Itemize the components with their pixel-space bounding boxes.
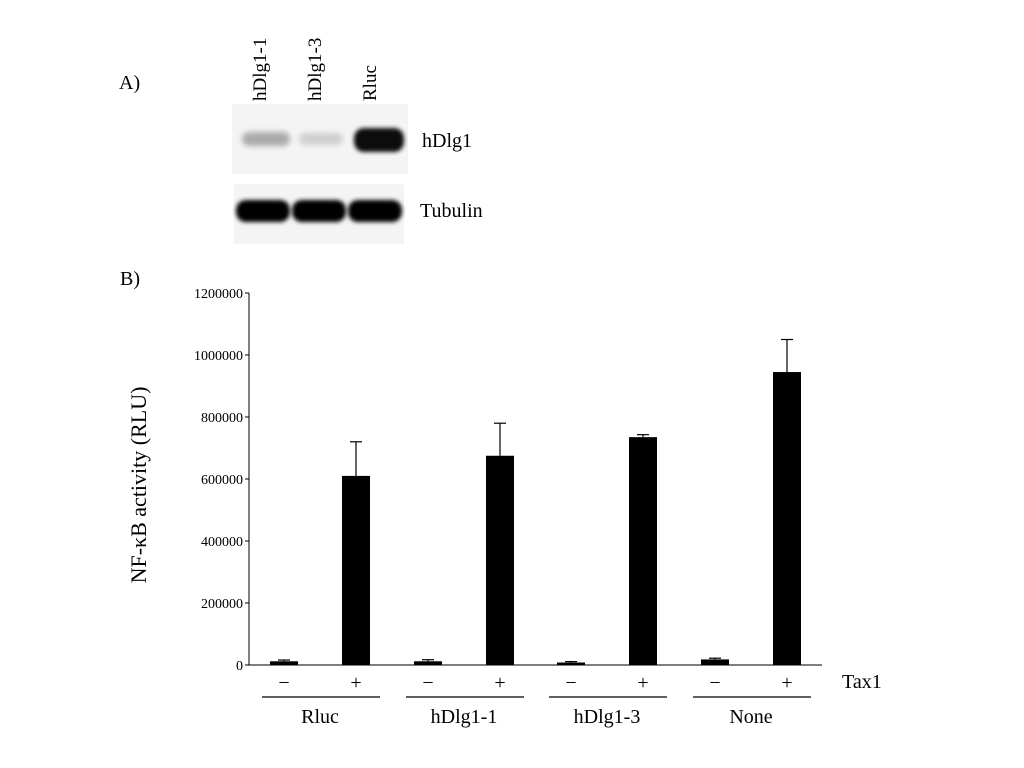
condition-label: − bbox=[278, 672, 289, 694]
bar bbox=[701, 659, 729, 665]
bar bbox=[342, 475, 370, 665]
group-label: hDlg1-1 bbox=[431, 706, 498, 728]
condition-label: + bbox=[781, 672, 792, 694]
hdlg1-band-3 bbox=[354, 128, 404, 152]
condition-label: + bbox=[637, 672, 648, 694]
y-tick-label: 0 bbox=[236, 659, 243, 674]
hdlg1-band-2 bbox=[299, 133, 343, 145]
tubulin-blot-label: Tubulin bbox=[420, 200, 483, 222]
tubulin-band-3 bbox=[348, 200, 402, 222]
bar bbox=[629, 437, 657, 665]
bar bbox=[414, 661, 442, 665]
y-tick-label: 400000 bbox=[201, 535, 243, 550]
condition-label: + bbox=[494, 672, 505, 694]
tubulin-blot bbox=[234, 184, 404, 244]
y-tick-label: 800000 bbox=[201, 411, 243, 426]
condition-label: − bbox=[565, 672, 576, 694]
condition-label: − bbox=[709, 672, 720, 694]
condition-label: + bbox=[350, 672, 361, 694]
y-tick-label: 600000 bbox=[201, 473, 243, 488]
tubulin-band-1 bbox=[236, 200, 290, 222]
panel-b-label: B) bbox=[120, 268, 140, 290]
y-tick-label: 1000000 bbox=[194, 349, 243, 364]
hdlg1-band-1 bbox=[242, 132, 290, 146]
bar bbox=[773, 372, 801, 665]
group-label: hDlg1-3 bbox=[574, 706, 641, 728]
group-label: Rluc bbox=[301, 706, 339, 728]
panel-a-label: A) bbox=[119, 72, 141, 94]
condition-label: − bbox=[422, 672, 433, 694]
group-label: None bbox=[729, 706, 772, 728]
tax-label: Tax1 bbox=[842, 671, 882, 693]
tubulin-band-2 bbox=[292, 200, 346, 222]
y-tick-label: 200000 bbox=[201, 597, 243, 612]
y-tick-label: 1200000 bbox=[194, 287, 243, 302]
hdlg1-blot-label: hDlg1 bbox=[422, 130, 472, 152]
bar bbox=[270, 661, 298, 665]
bar bbox=[557, 662, 585, 665]
hdlg1-blot bbox=[232, 104, 408, 174]
bar bbox=[486, 455, 514, 665]
chart-root: 0 200000 400000 600000 800000 1000000 1200000 N… bbox=[126, 287, 882, 728]
y-axis-label: NF-κB activity (RLU) bbox=[126, 387, 151, 584]
